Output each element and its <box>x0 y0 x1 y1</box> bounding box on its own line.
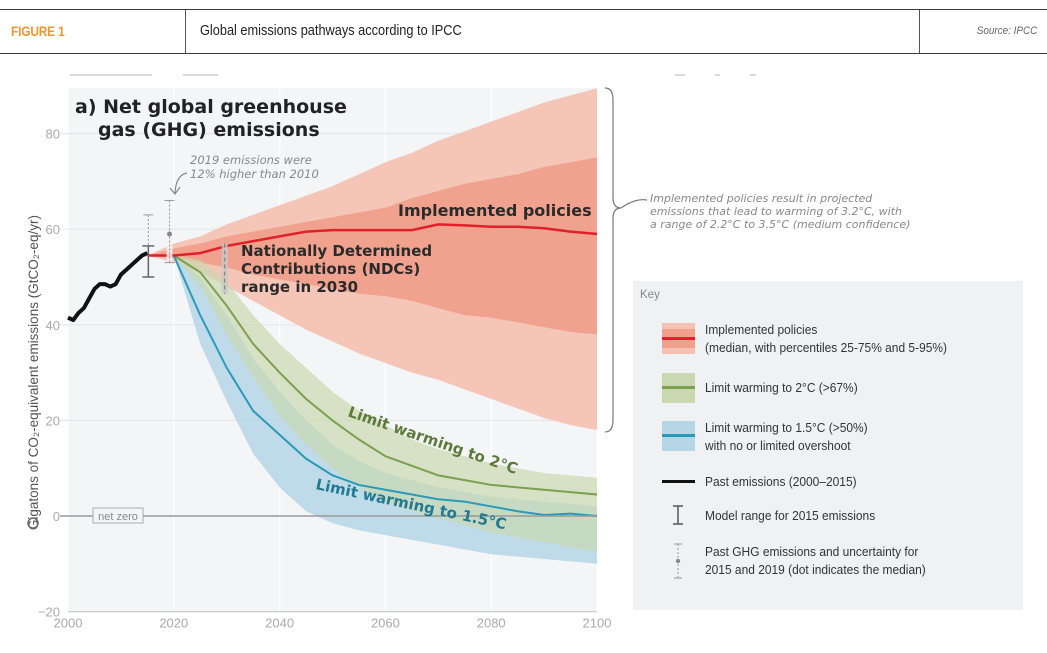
y-tick-label: 80 <box>46 127 60 142</box>
chart-title-line2: gas (GHG) emissions <box>98 119 320 141</box>
x-tick-label: 2000 <box>54 616 83 631</box>
figure-header: FIGURE 1 Global emissions pathways accor… <box>0 9 1047 54</box>
ndc-range-bar <box>221 243 228 294</box>
annotation-2019-line2: 12% higher than 2010 <box>190 167 319 181</box>
uncertainty-box-2019 <box>166 233 173 263</box>
legend-swatch-past <box>662 480 695 483</box>
x-tick-label: 2100 <box>583 616 612 631</box>
error-bars <box>142 200 228 294</box>
info-icon <box>27 517 39 529</box>
brace-connector <box>620 199 648 209</box>
y-tick-label: 60 <box>46 222 60 237</box>
y-tick-label: −20 <box>38 605 60 620</box>
legend-swatch-implemented <box>662 323 695 354</box>
two-deg-band <box>173 255 598 552</box>
x-tick-label: 2060 <box>371 616 400 631</box>
legend-label: (median, with percentiles 25-75% and 5-9… <box>705 340 947 355</box>
y-tick-label: 0 <box>53 509 60 524</box>
x-tick-label: 2040 <box>265 616 294 631</box>
legend-label: Model range for 2015 emissions <box>705 508 876 523</box>
ndc-label-line3: range in 2030 <box>241 278 358 296</box>
figure-title: Global emissions pathways according to I… <box>200 23 462 39</box>
two-deg-median-line <box>173 254 598 496</box>
header-divider <box>185 10 186 53</box>
y-tick-label: 40 <box>46 318 60 333</box>
ndc-label-line1: Nationally Determined <box>241 242 432 260</box>
net-zero-label: net zero <box>98 511 138 523</box>
median-dot-2019 <box>167 231 173 237</box>
brace-note-line2: emissions that lead to warming of 3.2°C,… <box>650 205 902 218</box>
annotation-arrow <box>169 172 188 195</box>
legend-label: Implemented policies <box>705 322 818 337</box>
x-tick-label: 2020 <box>159 616 188 631</box>
brace <box>604 87 622 433</box>
bands <box>147 88 598 564</box>
model-range-icon <box>673 505 683 525</box>
annotation-2019-line1: 2019 emissions were <box>190 153 312 167</box>
legend-label: 2015 and 2019 (dot indicates the median) <box>705 562 926 577</box>
chart-title-line1: a) Net global greenhouse <box>75 96 347 118</box>
one-five-median-line <box>172 255 598 517</box>
brace-note-line3: a range of 2.2°C to 3.5°C (medium confid… <box>650 218 910 231</box>
figure-label: FIGURE 1 <box>11 23 65 39</box>
brace-note-line1: Implemented policies result in projected <box>650 192 873 205</box>
legend-swatch-2c <box>662 373 695 403</box>
legend-label: Limit warming to 1.5°C (>50%) <box>705 420 868 435</box>
figure-source: Source: IPCC <box>976 25 1037 37</box>
net-zero-box <box>92 507 144 524</box>
header-divider <box>919 10 920 53</box>
x-tick-label: 2080 <box>477 616 506 631</box>
legend-label: Limit warming to 2°C (>67%) <box>705 380 858 395</box>
uncertainty-icon <box>674 543 682 579</box>
implemented-label: Implemented policies <box>398 201 592 220</box>
legend-label: Past GHG emissions and uncertainty for <box>705 544 919 559</box>
y-axis-label: Gigatons of CO₂-equivalent emissions (Gt… <box>26 215 41 530</box>
ndc-label-line2: Contributions (NDCs) <box>241 260 420 278</box>
past-emissions-line <box>67 251 149 323</box>
one-five-band <box>173 255 598 564</box>
implemented-band-25-75 <box>147 157 597 335</box>
legend-swatch-1-5c <box>662 421 695 451</box>
legend-label: with no or limited overshoot <box>705 438 851 453</box>
legend-label: Past emissions (2000–2015) <box>705 474 857 489</box>
legend-title: Key <box>640 289 660 301</box>
y-tick-label: 20 <box>46 413 60 428</box>
legend: Key Implemented policies (median, with p… <box>633 281 1023 610</box>
